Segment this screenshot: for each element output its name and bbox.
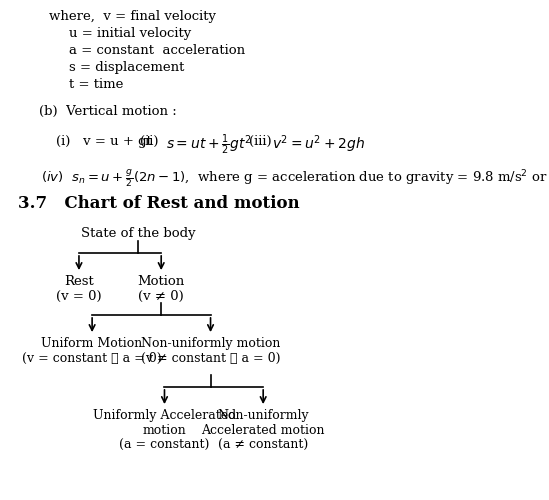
Text: a = constant  acceleration: a = constant acceleration [69,44,245,57]
Text: Motion
(v ≠ 0): Motion (v ≠ 0) [138,275,185,303]
Text: $(iv)\ \ s_n = u + \frac{g}{2}(2n-1)$,  where g = acceleration due to gravity = : $(iv)\ \ s_n = u + \frac{g}{2}(2n-1)$, w… [41,167,549,188]
Text: where,  v = final velocity: where, v = final velocity [49,10,216,23]
Text: (ii): (ii) [140,135,159,148]
Text: Non-uniformly
Accelerated motion
(a ≠ constant): Non-uniformly Accelerated motion (a ≠ co… [201,409,325,452]
Text: Rest
(v = 0): Rest (v = 0) [56,275,102,303]
Text: u = initial velocity: u = initial velocity [69,27,192,40]
Text: $v^2 = u^2 + 2gh$: $v^2 = u^2 + 2gh$ [272,133,365,154]
Text: t = time: t = time [69,78,124,91]
Text: s = displacement: s = displacement [69,61,184,74]
Text: Non-uniformly motion
(v ≠ constant ∴ a = 0): Non-uniformly motion (v ≠ constant ∴ a =… [141,337,281,365]
Text: Uniformly Accelerated
motion
(a = constant): Uniformly Accelerated motion (a = consta… [93,409,236,452]
Text: (iii): (iii) [249,135,271,148]
Text: 3.7   Chart of Rest and motion: 3.7 Chart of Rest and motion [19,195,300,212]
Text: $s = ut + \frac{1}{2}gt^2$: $s = ut + \frac{1}{2}gt^2$ [166,133,251,158]
Text: (i)   v = u + gt: (i) v = u + gt [56,135,152,148]
Text: Uniform Motion
(v = constant ∴ a = 0): Uniform Motion (v = constant ∴ a = 0) [23,337,162,365]
Text: State of the body: State of the body [81,227,195,240]
Text: (b)  Vertical motion :: (b) Vertical motion : [40,105,177,118]
